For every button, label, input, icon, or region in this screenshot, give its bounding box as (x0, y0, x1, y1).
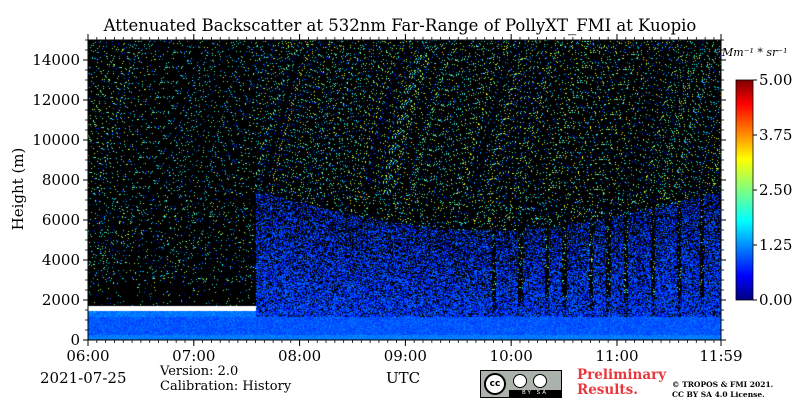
y-tick-label-8000: 8000 (42, 171, 80, 189)
cc-license-badge: cc BY SA (480, 370, 562, 398)
chart-title: Attenuated Backscatter at 532nm Far-Rang… (103, 16, 697, 35)
colorbar-tick-label-3.75: 3.75 (759, 126, 792, 144)
x-tick-label-11:00: 11:00 (595, 347, 638, 365)
license-strip: BY SA (509, 390, 561, 397)
x-tick-label-07:00: 07:00 (172, 347, 215, 365)
y-axis-label: Height (m) (9, 147, 27, 231)
x-tick-label-06:00: 06:00 (66, 347, 109, 365)
colorbar (735, 79, 754, 301)
y-tick-label-0: 0 (70, 331, 80, 349)
y-tick-label-6000: 6000 (42, 211, 80, 229)
axis-ticks: 0 2000 4000 6000 8000 10000 12000 14000 06:00 07:… (32, 34, 743, 365)
y-tick-label-4000: 4000 (42, 251, 80, 269)
x-axis-label: UTC (386, 369, 421, 387)
x-tick-label-11:59: 11:59 (699, 347, 742, 365)
y-tick-label-2000: 2000 (42, 291, 80, 309)
sa-icon (533, 374, 547, 388)
by-icon (513, 374, 527, 388)
preliminary-note: Preliminary Results. (577, 367, 667, 398)
heatmap-raster (88, 40, 721, 340)
copyright-note: © TROPOS & FMI 2021. CC BY SA 4.0 Licens… (672, 380, 792, 400)
colorbar-tick-label-2.50: 2.50 (759, 181, 792, 199)
colorbar-tick-label-5.00: 5.00 (759, 71, 792, 89)
x-tick-label-09:00: 09:00 (384, 347, 427, 365)
date-label: 2021-07-25 (40, 369, 127, 387)
colorbar-unit: Mm⁻¹ * sr⁻¹ (722, 46, 788, 59)
y-tick-label-10000: 10000 (32, 131, 80, 149)
plot-area (87, 39, 722, 341)
y-tick-label-14000: 14000 (32, 51, 80, 69)
version-label: Version: 2.0 (160, 364, 239, 379)
copyright-line-2: CC BY SA 4.0 License. (672, 390, 765, 399)
calibration-label: Calibration: History (160, 379, 292, 394)
cc-icon: cc (484, 373, 506, 395)
x-tick-label-08:00: 08:00 (278, 347, 321, 365)
y-tick-label-12000: 12000 (32, 91, 80, 109)
colorbar-ticks: 0.00 1.25 2.50 3.75 5.00 (753, 71, 792, 309)
copyright-line-1: © TROPOS & FMI 2021. (672, 380, 774, 389)
x-tick-label-10:00: 10:00 (490, 347, 533, 365)
colorbar-tick-label-1.25: 1.25 (759, 236, 792, 254)
colorbar-tick-label-0.00: 0.00 (759, 291, 792, 309)
